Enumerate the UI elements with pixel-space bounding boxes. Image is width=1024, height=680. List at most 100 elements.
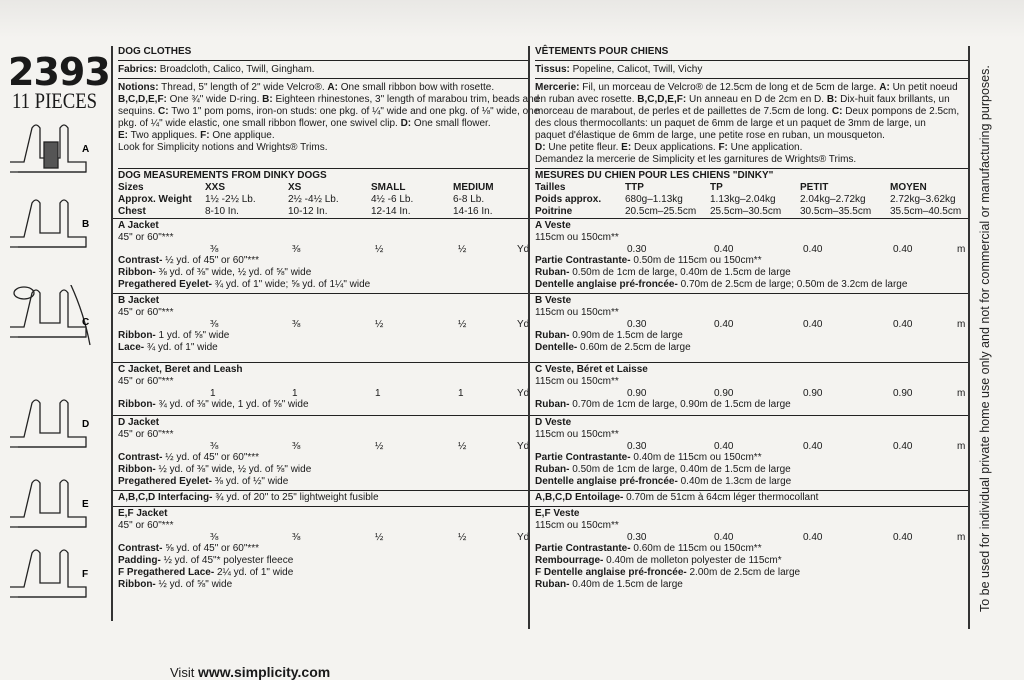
yardage-unit: Yd [517, 244, 530, 255]
fabrics-value: Popeline, Calicot, Twill, Vichy [572, 64, 703, 75]
measure-value: 12-14 In. [371, 206, 411, 217]
website-link[interactable]: www.simplicity.com [197, 664, 331, 680]
view-code: E: [621, 142, 632, 153]
note-text: 2¼ yd. of 1" wide [216, 567, 294, 578]
yardage-value: ½ [375, 532, 384, 543]
view-letter: D [82, 419, 89, 430]
yardage-value: 0.40 [803, 532, 823, 543]
yardage-section: A Veste 115cm ou 150cm** 0.30 0.40 0.40 0.40 m… [530, 218, 968, 293]
notions-line: pkg. of ¼" wide elastic, one small ribbo… [118, 118, 491, 129]
view-code: B,C,D,E,F: [118, 94, 167, 105]
note-label: Padding- [118, 555, 161, 566]
notion-note: Dentelle anglaise pré-froncée- 0.70m de … [535, 279, 968, 291]
yardage-section: E,F Veste 115cm ou 150cm** 0.30 0.40 0.40 0.4… [530, 506, 968, 593]
note-text: 0.50m de 1cm de large, 0.40m de 1.5cm de… [572, 464, 791, 475]
view-sketch-f: F [5, 545, 105, 613]
yardage-unit: Yd [517, 319, 530, 330]
fabric-width: 45" or 60"*** [118, 232, 174, 243]
notions-line: Look for Simplicity notions and Wrights®… [118, 142, 328, 153]
yardage-value: 0.90 [803, 388, 823, 399]
view-code: F: [718, 142, 728, 153]
fabrics-line: Fabrics: Broadcloth, Calico, Twill, Ging… [118, 61, 528, 79]
view-letter: B [82, 219, 89, 230]
note-text: ¾ yd. of 1" wide [146, 342, 218, 353]
yardage-unit: m [957, 244, 966, 255]
notion-note: Padding- ½ yd. of 45"* polyester fleece [118, 555, 528, 567]
view-letter: A [82, 144, 89, 155]
yardage-value: 1 [292, 388, 298, 399]
measurements-title: DOG MEASUREMENTS FROM DINKY DOGS [118, 168, 528, 182]
note-label: Ribbon- [118, 399, 156, 410]
notion-note: Partie Contrastante- 0.60m de 115cm ou 1… [535, 543, 968, 555]
measure-value: 680g–1.13kg [625, 194, 683, 205]
note-label: Ribbon- [118, 464, 156, 475]
yardage-value: 0.40 [714, 244, 734, 255]
yardage-section: D Jacket 45" or 60"*** ⅜ ⅜ ½ ½ Yd Contrast- ½ y… [113, 415, 529, 490]
note-text: ¾ yd. of 20" to 25" lightweight fusible [215, 492, 379, 503]
view-code: D: [400, 118, 412, 129]
yardage-row: 0.30 0.40 0.40 0.40 m [535, 532, 968, 543]
yardage-value: 0.40 [803, 441, 823, 452]
notions-line: B,C,D,E,F: One ¾" wide D-ring. B: Eighte… [118, 94, 540, 105]
yardage-value: ⅜ [292, 532, 301, 543]
note-text: ½ yd. of 45" or 60"*** [165, 255, 260, 266]
notion-note: Rembourrage- 0.40m de molleton polyester… [535, 555, 968, 567]
french-panel: VÊTEMENTS POUR CHIENS Tissus: Popeline, C… [528, 46, 970, 629]
yardage-value: ½ [375, 319, 384, 330]
measure-value: TP [710, 182, 723, 193]
note-label: Dentelle- [535, 342, 578, 353]
view-code: C: [158, 106, 169, 117]
notion-note: Ruban- 0.70m de 1cm de large, 0.90m de 1… [535, 399, 968, 411]
yardage-row: ⅜ ⅜ ½ ½ Yd [118, 244, 530, 255]
garment-title: C Jacket, Beret and Leash [118, 364, 243, 375]
note-label: Partie Contrastante- [535, 255, 631, 266]
note-label: Ribbon- [118, 267, 156, 278]
measure-value: 30.5cm–35.5cm [800, 206, 872, 217]
note-label: Lace- [118, 342, 145, 353]
fabric-width: 115cm ou 150cm** [535, 307, 619, 318]
note-label: A,B,C,D Interfacing- [118, 492, 213, 503]
notion-note: Ruban- 0.40m de 1.5cm de large [535, 579, 968, 591]
yardage-value: ½ [458, 244, 467, 255]
note-label: Contrast- [118, 255, 163, 266]
note-text: 0.60m de 115cm ou 150cm** [633, 543, 762, 554]
view-sketch-c: C [5, 282, 105, 353]
yardage-row: ⅜ ⅜ ½ ½ Yd [118, 441, 529, 452]
view-letter: C [82, 317, 89, 328]
measure-value: 2.72kg–3.62kg [890, 194, 956, 205]
view-code: C: [831, 106, 843, 117]
fabric-width: 45" or 60"*** [118, 520, 174, 531]
garment-title: E,F Veste [535, 508, 580, 519]
notions-line: Demandez la mercerie de Simplicity et le… [535, 154, 857, 165]
notion-note: Contrast- ½ yd. of 45" or 60"*** [118, 452, 528, 464]
yardage-section: C Jacket, Beret and Leash 45" or 60"*** 1 1… [113, 362, 530, 415]
fabric-width: 45" or 60"*** [118, 376, 174, 387]
notion-note: Lace- ¾ yd. of 1" wide [118, 342, 528, 354]
note-text: 0.50m de 115cm ou 150cm** [633, 255, 762, 266]
yardage-section: A,B,C,D Interfacing- ¾ yd. of 20" to 25"… [113, 490, 528, 506]
yardage-unit: m [957, 441, 966, 452]
yardage-unit: Yd [517, 388, 530, 399]
section-title: VÊTEMENTS POUR CHIENS [535, 46, 968, 61]
notion-note: Pregathered Eyelet- ¾ yd. of 1" wide; ⅝ … [118, 279, 528, 291]
yardage-value: 0.40 [893, 441, 913, 452]
yardage-value: 0.40 [893, 319, 913, 330]
yardage-row: ⅜ ⅜ ½ ½ Yd [118, 319, 530, 330]
garment-title: D Jacket [118, 417, 160, 428]
note-text: 0.40m de molleton polyester de 115cm* [606, 555, 782, 566]
view-code: B: [826, 94, 838, 105]
english-panel: DOG CLOTHES Fabrics: Broadcloth, Calico, … [111, 46, 540, 621]
garment-title: B Veste [535, 295, 572, 306]
note-text: 0.60m de 2.5cm de large [580, 342, 691, 353]
yardage-section: A Jacket 45" or 60"*** ⅜ ⅜ ½ ½ Yd Contrast- ½ y… [113, 218, 530, 293]
note-label: Ruban- [535, 330, 570, 341]
measure-value: 10-12 In. [288, 206, 328, 217]
notion-note: Pregathered Eyelet- ⅜ yd. of ½" wide [118, 476, 528, 488]
garment-title: D Veste [535, 417, 572, 428]
measure-label: Tailles [535, 182, 566, 193]
note-text: 0.70m de 2.5cm de large; 0.50m de 3.2cm … [680, 279, 908, 290]
note-text: ⅜ yd. of ⅜" wide, ½ yd. of ⅝" wide [158, 267, 312, 278]
notions-line: paquet d'élastique de 6mm de large, une … [535, 130, 885, 141]
measure-value: SMALL [371, 182, 406, 193]
view-code: B,C,D,E,F: [637, 94, 687, 105]
